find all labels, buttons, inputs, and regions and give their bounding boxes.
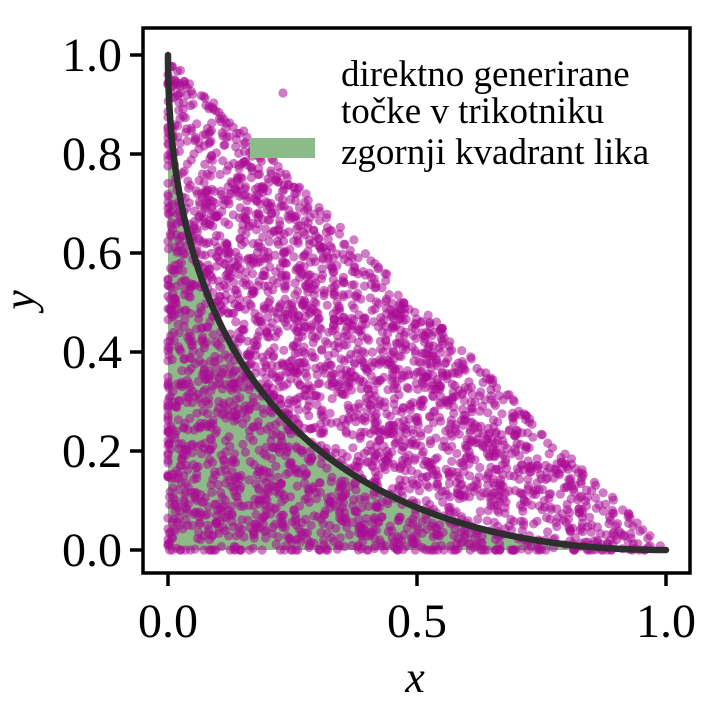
legend-entry-scatter-line1: direktno generirane — [341, 54, 630, 95]
y-tick-label: 0.2 — [62, 425, 122, 478]
y-axis-label: y — [0, 290, 44, 314]
x-axis-label: x — [404, 653, 425, 702]
y-tick-label: 0.4 — [62, 326, 122, 379]
x-tick-label: 0.0 — [138, 595, 198, 648]
x-tick-label: 0.5 — [387, 595, 447, 648]
legend-scatter-marker-icon — [278, 88, 288, 98]
legend: direktno generirane točke v trikotniku z… — [250, 54, 649, 173]
y-tick-label: 0.0 — [62, 524, 122, 577]
axis-tick-labels: 0.0 0.5 1.0 0.0 0.2 0.4 0.6 0.8 1.0 — [62, 29, 696, 648]
y-tick-label: 0.6 — [62, 227, 122, 280]
y-tick-label: 0.8 — [62, 128, 122, 181]
y-tick-label: 1.0 — [62, 29, 122, 82]
legend-entry-patch-label: zgornji kvadrant lika — [341, 132, 649, 173]
axis-ticks — [130, 53, 668, 586]
boundary-curve — [164, 51, 670, 554]
x-tick-label: 1.0 — [636, 595, 696, 648]
legend-entry-scatter-line2: točke v trikotniku — [341, 91, 604, 132]
legend-patch-icon — [250, 138, 315, 158]
